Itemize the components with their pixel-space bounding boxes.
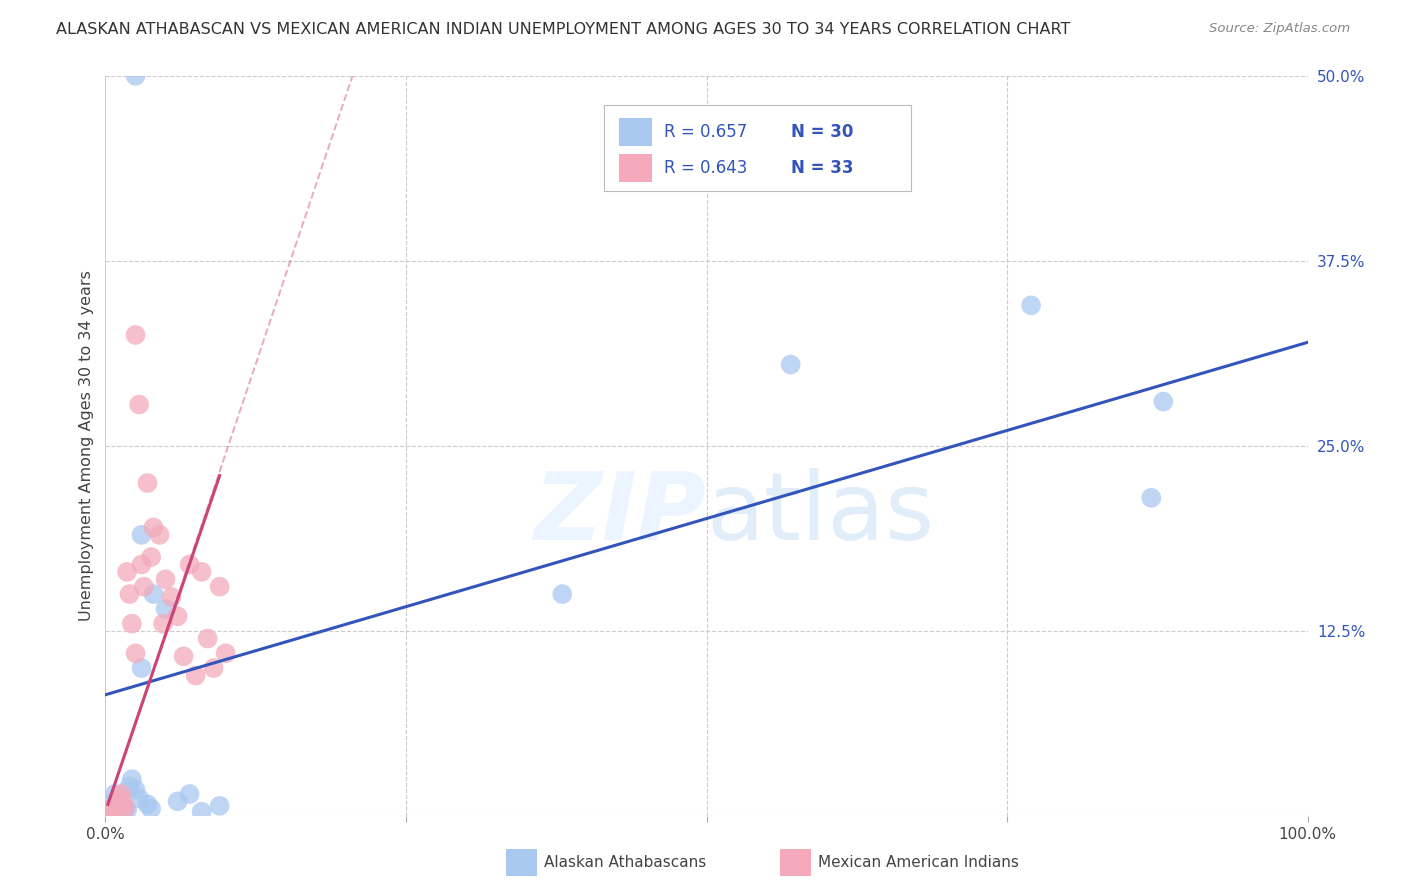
Y-axis label: Unemployment Among Ages 30 to 34 years: Unemployment Among Ages 30 to 34 years [79,270,94,622]
Point [197,632,219,646]
Text: R = 0.657: R = 0.657 [665,123,748,141]
Point [110,787,132,801]
Point [100,803,122,817]
Point [1152,394,1174,409]
Point [148,528,170,542]
Point [131,661,153,675]
Point [136,797,159,812]
Bar [619,118,652,146]
Point [112,806,135,821]
Point [124,646,146,660]
Point [131,558,153,572]
Point [121,772,143,787]
Point [208,580,231,594]
Point [155,572,177,586]
Point [166,794,188,808]
Point [115,565,138,579]
Point [152,616,174,631]
Point [114,802,136,816]
Text: N = 33: N = 33 [790,159,853,177]
Point [214,646,236,660]
Point [110,805,132,819]
Point [107,800,129,814]
Text: R = 0.643: R = 0.643 [665,159,748,177]
Point [131,528,153,542]
Point [190,565,212,579]
Point [115,803,138,817]
Point [139,802,162,816]
Point [121,616,143,631]
Point [173,649,195,664]
Point [107,797,129,812]
Point [124,327,146,342]
Point [136,475,159,490]
Point [179,558,201,572]
Point [100,802,122,816]
Text: ZIP: ZIP [534,468,707,560]
Text: Mexican American Indians: Mexican American Indians [818,855,1019,870]
Text: Alaskan Athabascans: Alaskan Athabascans [544,855,706,870]
Point [208,798,231,813]
Point [166,609,188,624]
Text: Source: ZipAtlas.com: Source: ZipAtlas.com [1209,22,1350,36]
Point [184,668,207,682]
Point [179,787,201,801]
Point [118,587,141,601]
Text: N = 30: N = 30 [790,123,853,141]
Point [155,602,177,616]
Point [142,520,165,534]
Point [108,791,131,805]
Point [1140,491,1163,505]
Point [551,587,574,601]
Bar [619,153,652,182]
Point [779,358,801,372]
Point [1019,298,1042,312]
Point [104,787,127,801]
Point [128,791,150,805]
Point [103,794,125,808]
Point [142,587,165,601]
Point [108,806,131,821]
Text: ALASKAN ATHABASCAN VS MEXICAN AMERICAN INDIAN UNEMPLOYMENT AMONG AGES 30 TO 34 Y: ALASKAN ATHABASCAN VS MEXICAN AMERICAN I… [56,22,1070,37]
FancyBboxPatch shape [605,105,911,191]
Point [101,802,124,816]
Point [160,590,183,604]
Point [202,661,225,675]
Point [124,782,146,797]
Point [128,398,150,412]
Point [132,580,155,594]
Point [124,69,146,83]
Text: atlas: atlas [707,468,935,560]
Point [112,797,135,812]
Point [114,802,136,816]
Point [104,805,127,819]
Point [139,549,162,565]
Point [107,794,129,808]
Point [190,805,212,819]
Point [98,805,121,819]
Point [118,780,141,794]
